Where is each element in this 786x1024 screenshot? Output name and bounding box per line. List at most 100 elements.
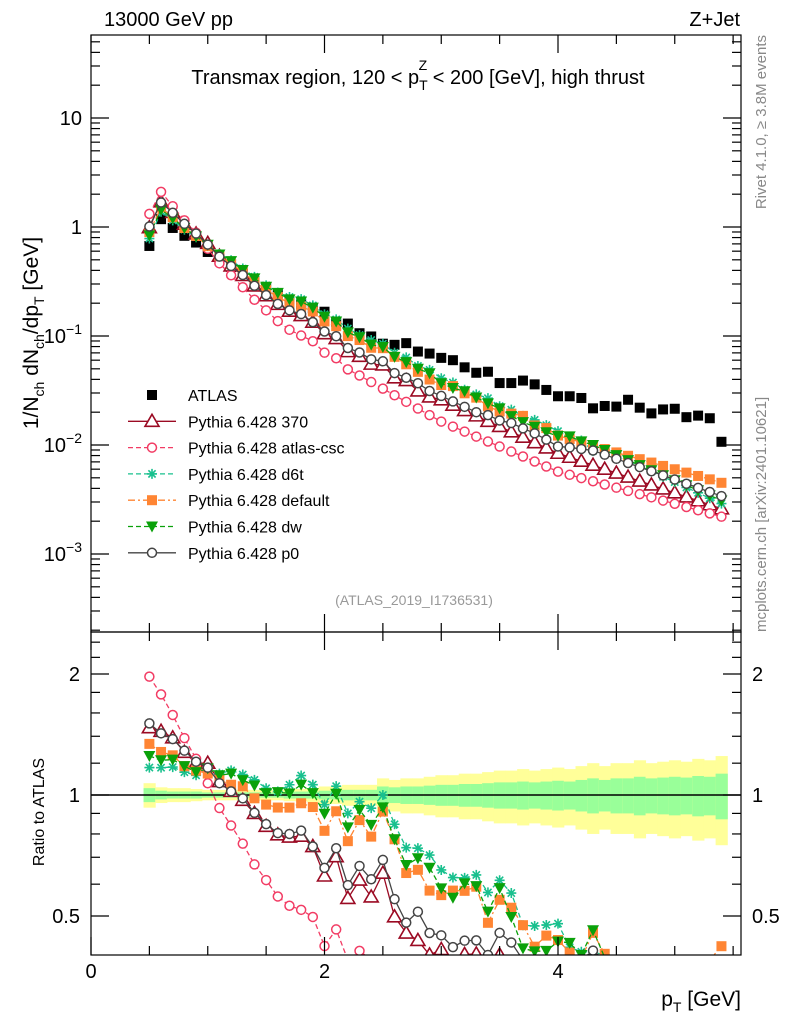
data-point-pythia-6-428-atlas-csc	[506, 446, 517, 457]
ratio-point-pythia-6-428-370	[362, 888, 380, 903]
data-point-atlas	[179, 230, 190, 241]
legend-label: Pythia 6.428 dw	[188, 520, 302, 537]
ratio-point-pythia-6-428-dw	[248, 780, 261, 792]
data-point-pythia-6-428-370	[549, 444, 567, 460]
ratio-y-tick-label: 1	[69, 785, 80, 807]
ratio-point-pythia-6-428-dw	[330, 788, 343, 800]
ratio-point-pythia-6-428-p0	[342, 879, 354, 891]
data-point-pythia-6-428-p0	[471, 406, 482, 418]
ratio-plot-series	[140, 671, 727, 955]
data-point-pythia-6-428-atlas-csc	[447, 421, 459, 432]
ratio-point-pythia-6-428-d6t	[156, 762, 167, 773]
header-left: 13000 GeV pp	[104, 9, 233, 31]
ratio-point-pythia-6-428-d6t	[342, 808, 353, 819]
ratio-point-pythia-6-428-370	[409, 931, 427, 947]
plot-title: Transmax region, 120 < pTZ < 200 [GeV], …	[191, 57, 645, 93]
data-point-pythia-6-428-dw	[376, 342, 389, 354]
legend-marker-pythia-6-428-p0	[146, 547, 158, 559]
data-point-pythia-6-428-p0	[599, 449, 610, 460]
ratio-point-pythia-6-428-default	[261, 799, 272, 810]
ratio-point-pythia-6-428-d6t	[284, 779, 295, 790]
data-point-pythia-6-428-370	[643, 476, 660, 491]
ratio-point-pythia-6-428-dw	[563, 937, 576, 949]
data-point-pythia-6-428-p0	[494, 415, 505, 426]
ratio-point-pythia-6-428-p0	[400, 917, 412, 928]
legend-label: Pythia 6.428 370	[188, 414, 308, 431]
data-point-pythia-6-428-p0	[436, 390, 447, 402]
ratio-point-pythia-6-428-d6t	[389, 819, 400, 830]
ratio-point-pythia-6-428-atlas-csc	[330, 924, 342, 935]
data-point-pythia-6-428-p0	[330, 330, 342, 342]
data-point-pythia-6-428-dw	[470, 392, 483, 404]
main-plot-frame	[90, 34, 742, 633]
ratio-point-pythia-6-428-p0	[459, 935, 470, 946]
data-point-pythia-6-428-370	[526, 434, 544, 449]
legend-item-atlas: ATLAS	[147, 388, 238, 405]
ratio-line-pythia-6-428-p0	[148, 722, 600, 955]
rivet-version-text: Rivet 4.1.0, ≥ 3.8M events	[753, 35, 770, 209]
ratio-point-pythia-6-428-dw	[493, 883, 506, 895]
data-point-pythia-6-428-atlas-csc	[389, 390, 400, 401]
data-point-atlas	[459, 362, 470, 373]
ratio-point-pythia-6-428-p0	[506, 937, 517, 948]
ratio-point-pythia-6-428-d6t	[249, 774, 260, 785]
ratio-point-pythia-6-428-d6t	[366, 803, 377, 814]
data-point-pythia-6-428-atlas-csc	[611, 482, 622, 493]
data-point-pythia-6-428-p0	[400, 372, 412, 383]
stat-uncertainty-band	[587, 778, 600, 814]
data-point-atlas	[693, 410, 704, 421]
ratio-point-pythia-6-428-atlas-csc	[214, 802, 225, 814]
ratio-point-pythia-6-428-p0	[587, 945, 599, 955]
ratio-point-pythia-6-428-atlas-csc	[354, 945, 365, 955]
stat-uncertainty-band	[657, 777, 670, 815]
data-point-pythia-6-428-dw	[341, 327, 354, 339]
legend-marker-pythia-6-428-370	[143, 412, 161, 428]
data-point-pythia-6-428-atlas-csc	[319, 347, 330, 358]
data-point-pythia-6-428-p0	[214, 251, 225, 262]
data-point-pythia-6-428-p0	[307, 316, 319, 328]
ratio-y-axis-label: Ratio to ATLAS	[31, 758, 48, 866]
ratio-point-pythia-6-428-p0	[144, 718, 155, 729]
legend-marker-pythia-6-428-atlas-csc	[146, 442, 158, 453]
ratio-point-pythia-6-428-dw	[435, 883, 448, 895]
legend-label: Pythia 6.428 default	[188, 493, 330, 510]
ratio-point-pythia-6-428-dw	[143, 750, 156, 762]
data-point-atlas	[144, 240, 155, 251]
data-point-pythia-6-428-dw	[481, 398, 494, 410]
data-point-pythia-6-428-p0	[144, 221, 155, 232]
ratio-point-pythia-6-428-d6t	[553, 918, 563, 929]
analysis-id: (ATLAS_2019_I1736531)	[335, 592, 493, 608]
data-point-pythia-6-428-dw	[143, 230, 156, 242]
data-point-atlas	[191, 237, 202, 248]
ratio-series-pythia-6-428-atlas-csc	[144, 671, 366, 955]
data-point-pythia-6-428-atlas-csc	[681, 501, 692, 513]
ratio-point-pythia-6-428-default	[517, 920, 528, 931]
ratio-point-pythia-6-428-default	[401, 868, 412, 879]
ratio-point-pythia-6-428-dw	[540, 945, 553, 955]
ratio-point-pythia-6-428-default	[366, 831, 377, 842]
data-point-pythia-6-428-atlas-csc	[482, 436, 494, 447]
data-point-pythia-6-428-atlas-csc	[330, 352, 342, 364]
ratio-point-pythia-6-428-p0	[412, 906, 424, 917]
data-point-pythia-6-428-atlas-csc	[365, 376, 377, 388]
data-point-pythia-6-428-p0	[272, 298, 284, 310]
data-point-pythia-6-428-default	[704, 474, 715, 485]
stat-uncertainty-band	[668, 776, 682, 816]
x-axis-label: pT [GeV]	[661, 988, 741, 1015]
y-tick-label: 10−1	[44, 321, 82, 348]
data-point-atlas	[646, 408, 657, 419]
x-label-subscript: T	[673, 999, 682, 1015]
ratio-point-pythia-6-428-dw	[271, 787, 284, 799]
ratio-point-pythia-6-428-p0	[202, 762, 213, 773]
data-point-pythia-6-428-370	[502, 423, 520, 438]
data-point-pythia-6-428-atlas-csc	[634, 488, 645, 500]
data-point-pythia-6-428-p0	[611, 453, 622, 465]
ratio-point-pythia-6-428-atlas-csc	[237, 838, 249, 849]
ratio-point-pythia-6-428-atlas-csc	[307, 911, 319, 923]
ratio-point-pythia-6-428-p0	[249, 807, 260, 819]
data-point-pythia-6-428-dw	[435, 378, 448, 390]
data-point-pythia-6-428-atlas-csc	[284, 324, 295, 336]
data-point-pythia-6-428-default	[681, 467, 692, 478]
data-point-pythia-6-428-atlas-csc	[272, 315, 284, 327]
data-point-pythia-6-428-dw	[446, 383, 459, 395]
